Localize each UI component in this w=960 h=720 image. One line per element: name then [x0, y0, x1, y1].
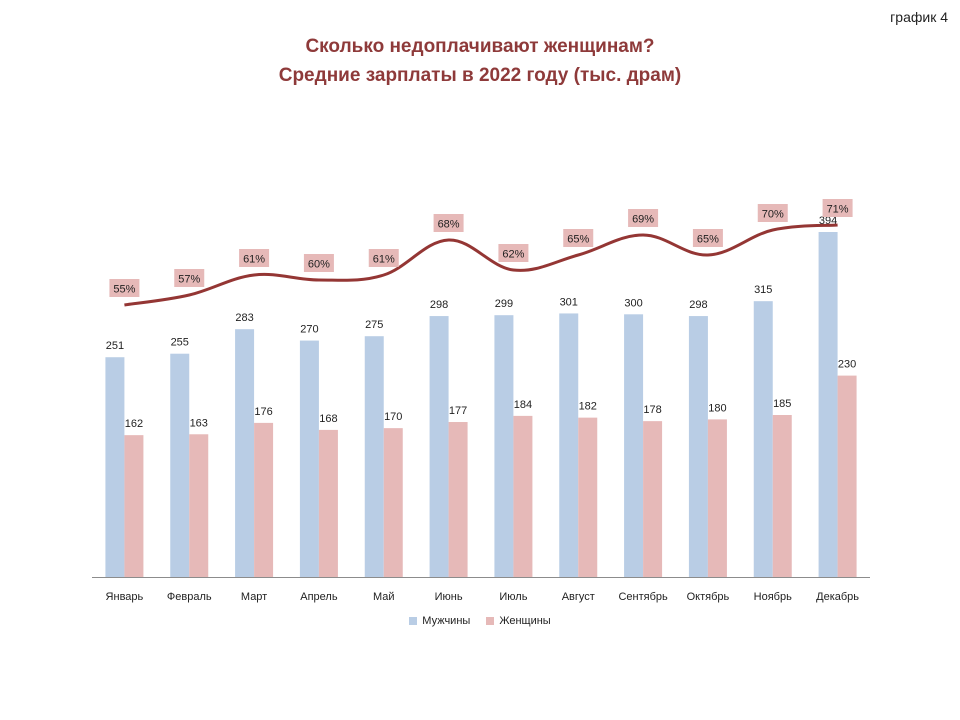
bar-women-1 — [189, 434, 209, 577]
x-tick-label-4: Май — [373, 591, 395, 603]
legend-item-women: Женщины — [486, 615, 551, 627]
legend-label-women: Женщины — [499, 615, 551, 627]
ratio-label-box-6 — [498, 244, 529, 262]
bar-women-11 — [837, 375, 857, 577]
ratio-label-7: 65% — [567, 234, 589, 246]
bar-women-2 — [254, 422, 274, 577]
x-tick-label-3: Апрель — [300, 591, 338, 603]
bar-men-5 — [429, 316, 449, 577]
legend-swatch-women — [486, 617, 495, 625]
data-label-women-2: 176 — [254, 406, 272, 418]
data-label-women-10: 185 — [773, 398, 791, 410]
ratio-label-11: 71% — [827, 204, 849, 216]
legend-swatch-men — [409, 617, 418, 625]
ratio-label-box-7 — [563, 229, 594, 247]
data-label-men-0: 251 — [106, 340, 124, 352]
data-label-women-9: 180 — [708, 402, 726, 414]
ratio-label-box-5 — [433, 214, 464, 232]
data-label-men-8: 300 — [624, 297, 642, 309]
bar-women-7 — [578, 417, 598, 577]
bar-men-9 — [688, 316, 708, 577]
data-label-men-6: 299 — [495, 298, 513, 310]
data-label-men-3: 270 — [300, 324, 318, 336]
data-label-men-1: 255 — [171, 337, 189, 349]
bar-women-10 — [772, 415, 792, 577]
legend-item-men: Мужчины — [409, 615, 470, 627]
bar-women-5 — [448, 422, 468, 577]
ratio-label-box-2 — [239, 249, 270, 267]
ratio-label-box-9 — [692, 229, 723, 247]
x-tick-label-11: Декабрь — [816, 591, 859, 603]
chart-legend: Мужчины Женщины — [0, 615, 960, 627]
legend-label-men: Мужчины — [422, 615, 471, 627]
bar-women-4 — [383, 428, 403, 577]
ratio-label-3: 60% — [308, 259, 330, 271]
bar-men-1 — [170, 353, 190, 577]
x-tick-label-5: Июнь — [435, 591, 463, 603]
x-tick-label-0: Январь — [106, 591, 144, 603]
data-label-men-4: 275 — [365, 319, 383, 331]
data-label-women-8: 178 — [643, 404, 661, 416]
data-label-men-10: 315 — [754, 284, 772, 296]
bar-men-3 — [299, 340, 319, 577]
x-tick-label-1: Февраль — [167, 591, 212, 603]
ratio-label-box-10 — [757, 204, 788, 222]
bar-women-9 — [707, 419, 727, 577]
ratio-label-1: 57% — [178, 274, 200, 286]
ratio-label-5: 68% — [438, 219, 460, 231]
chart-title: Сколько недоплачивают женщинам? Средние … — [0, 32, 960, 90]
ratio-label-box-11 — [822, 199, 853, 217]
bar-men-8 — [624, 314, 644, 577]
bar-men-2 — [235, 329, 255, 577]
bar-men-0 — [105, 357, 125, 577]
data-label-men-2: 283 — [235, 312, 253, 324]
data-label-men-5: 298 — [430, 299, 448, 311]
ratio-line — [124, 223, 838, 307]
chart-title-line-1: Сколько недоплачивают женщинам? — [305, 36, 655, 57]
data-label-women-1: 163 — [190, 417, 208, 429]
x-tick-label-7: Август — [562, 591, 595, 603]
x-tick-label-2: Март — [241, 591, 267, 603]
bar-men-4 — [364, 336, 384, 577]
x-tick-label-8: Сентябрь — [618, 591, 668, 603]
bar-men-11 — [818, 232, 838, 577]
ratio-label-10: 70% — [762, 209, 784, 221]
ratio-label-box-3 — [303, 254, 334, 272]
bar-women-0 — [124, 435, 144, 577]
bar-women-8 — [643, 421, 663, 577]
x-tick-label-6: Июль — [499, 591, 527, 603]
data-label-men-7: 301 — [560, 296, 578, 308]
data-label-women-5: 177 — [449, 405, 467, 417]
ratio-label-4: 61% — [373, 254, 395, 266]
ratio-label-box-1 — [174, 269, 205, 287]
chart-number-label: график 4 — [890, 9, 948, 25]
ratio-label-box-4 — [368, 249, 399, 267]
chart-title-line-2: Средние зарплаты в 2022 году (тыс. драм) — [278, 65, 682, 86]
ratio-label-0: 55% — [113, 284, 135, 296]
bar-men-6 — [494, 315, 514, 577]
data-label-women-4: 170 — [384, 411, 402, 423]
ratio-label-box-8 — [628, 209, 659, 227]
ratio-label-9: 65% — [697, 234, 719, 246]
data-label-women-6: 184 — [514, 399, 532, 411]
x-tick-label-10: Ноябрь — [754, 591, 792, 603]
data-label-men-9: 298 — [689, 299, 707, 311]
data-label-women-11: 230 — [838, 359, 856, 371]
ratio-label-2: 61% — [243, 254, 265, 266]
data-label-women-0: 162 — [125, 418, 143, 430]
ratio-label-6: 62% — [502, 249, 524, 261]
x-tick-label-9: Октябрь — [687, 591, 730, 603]
ratio-label-box-0 — [109, 279, 140, 297]
bar-women-6 — [513, 415, 533, 577]
bar-men-7 — [559, 313, 579, 577]
bar-women-3 — [318, 429, 338, 577]
bar-men-10 — [753, 301, 773, 577]
data-label-women-7: 182 — [579, 401, 597, 413]
ratio-label-8: 69% — [632, 214, 654, 226]
data-label-women-3: 168 — [319, 413, 337, 425]
